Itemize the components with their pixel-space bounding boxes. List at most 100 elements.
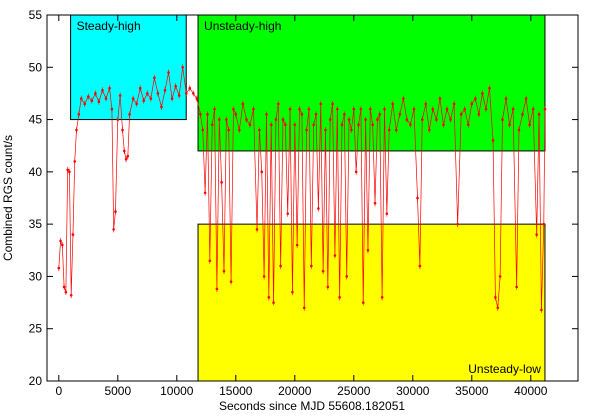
data-point [543,107,547,111]
y-tick-label: 35 [29,217,43,231]
data-point [387,128,391,132]
data-point [286,212,290,215]
data-point [528,123,531,127]
data-point [101,88,104,92]
data-point [206,113,209,116]
data-point [295,243,299,247]
data-point [442,123,445,127]
data-line [58,67,546,310]
data-point [184,92,188,95]
data-point [515,285,518,289]
region-label: Unsteady-low [468,362,541,376]
data-point [445,107,449,111]
x-tick-label: 5000 [104,384,131,398]
x-tick-label: 30000 [396,384,430,398]
y-tick-label: 40 [29,165,43,179]
data-point [75,128,78,132]
data-point [324,128,327,132]
data-point [369,107,372,111]
data-point [153,76,156,80]
data-point [452,102,456,106]
data-point [241,102,245,106]
data-point [347,118,351,121]
data-point [540,308,543,312]
data-point [64,290,68,294]
data-point [383,107,386,111]
data-point [90,99,94,103]
data-point [438,97,442,100]
data-point [314,113,318,116]
data-point [511,107,515,111]
data-point [305,128,308,132]
data-point [498,275,502,278]
y-tick-label: 25 [29,322,43,336]
data-point [335,107,339,111]
regions: Steady-high Unsteady-high Unsteady-low [70,14,546,382]
region [197,14,546,152]
data-point [229,280,233,283]
data-point [73,160,77,163]
data-point [188,86,192,90]
data-point [459,113,463,116]
data-point [220,181,223,184]
data-point [416,196,419,200]
data-point [354,170,358,174]
data-point [79,97,83,100]
data-point [288,107,292,111]
data-point [77,113,81,116]
data-point [260,170,264,174]
region-label: Unsteady-high [204,19,281,33]
data-point [83,102,87,106]
data-point [380,296,384,299]
data-point [142,99,146,103]
data-point [245,118,248,121]
region [70,14,187,121]
data-point [131,97,135,100]
data-point [217,118,221,121]
data-point [234,113,238,116]
data-point [412,107,416,111]
x-tick-label: 10000 [160,384,194,398]
data-point [181,65,184,69]
data-point [114,210,117,213]
data-point [272,301,275,304]
data-point [317,207,320,210]
data-point [361,301,365,304]
data-point [357,123,360,127]
series [57,64,547,313]
data-point [149,97,153,100]
data-point [300,113,304,116]
data-point [276,102,280,106]
data-point [269,123,273,127]
data-point [350,128,353,132]
data-point [163,88,167,92]
data-point [104,97,108,100]
data-point [307,107,311,111]
data-point [146,92,149,95]
data-point [531,107,535,111]
data-point [333,254,337,257]
data-point [293,123,297,127]
x-axis-label: Seconds since MJD 55608.182051 [219,399,405,413]
data-point [535,233,538,236]
data-point [291,290,294,294]
data-point [484,107,488,111]
data-point [385,212,389,215]
data-point [201,128,205,132]
data-point [537,113,541,116]
x-tick-label: 35000 [455,384,489,398]
data-point [508,123,511,127]
data-point [524,97,528,100]
data-point [521,113,524,116]
data-point [170,97,174,100]
data-point [94,92,97,95]
data-point [265,113,268,116]
data-point [61,243,64,247]
data-point [542,222,546,226]
data-point [128,113,131,116]
x-tick-label: 20000 [278,384,312,398]
data-point [279,264,282,268]
data-point [156,92,160,95]
